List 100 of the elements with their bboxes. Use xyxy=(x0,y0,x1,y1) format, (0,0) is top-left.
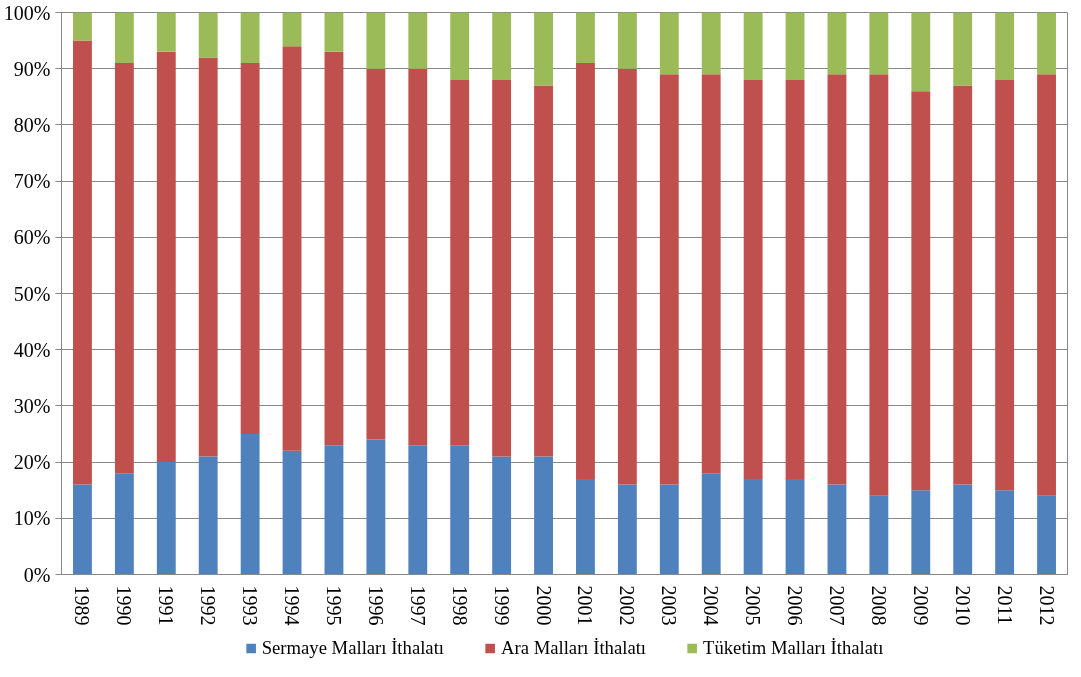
bar xyxy=(701,74,721,474)
bar xyxy=(156,462,176,575)
bar xyxy=(785,12,805,80)
bar xyxy=(450,445,470,575)
legend-label: Sermaye Malları İthalatı xyxy=(261,637,445,659)
x-tick-label: 1997 xyxy=(406,585,429,626)
bar xyxy=(576,12,595,64)
bar xyxy=(617,68,637,485)
bar xyxy=(240,63,260,434)
bar xyxy=(240,12,260,64)
bar xyxy=(659,74,679,485)
x-tick-label: 2009 xyxy=(909,585,932,626)
bar xyxy=(73,484,92,575)
bar xyxy=(366,68,386,440)
y-tick-label: 50% xyxy=(13,282,51,305)
legend-label: Ara Malları İthalatı xyxy=(501,637,647,659)
bar xyxy=(1037,495,1056,575)
x-tick-label: 1999 xyxy=(490,585,513,626)
bar xyxy=(73,40,92,485)
bar xyxy=(785,79,805,479)
x-tick-label: 1994 xyxy=(281,585,304,626)
x-tick-label: 1991 xyxy=(155,585,178,626)
bar xyxy=(114,473,134,575)
x-tick-label: 2001 xyxy=(574,585,597,626)
bar xyxy=(743,79,763,479)
x-tick-label: 2003 xyxy=(658,585,681,626)
bar xyxy=(785,478,805,575)
y-tick-label: 10% xyxy=(13,507,51,530)
bar xyxy=(198,456,218,575)
x-tick-label: 2000 xyxy=(532,585,555,626)
x-tick-label: 2002 xyxy=(616,585,639,626)
bar xyxy=(198,12,218,58)
bar xyxy=(492,456,512,575)
bar xyxy=(911,12,931,92)
bar xyxy=(576,63,595,479)
legend-label: Tüketim Malları İthalatı xyxy=(703,637,884,659)
bar xyxy=(408,445,428,575)
bar xyxy=(827,484,847,575)
bar xyxy=(1037,74,1056,496)
bar xyxy=(324,51,344,446)
bar xyxy=(282,450,302,575)
bar xyxy=(995,79,1015,491)
bar xyxy=(827,74,847,485)
x-tick-label: 1993 xyxy=(239,585,262,626)
bar xyxy=(534,12,553,86)
x-tick-label: 1992 xyxy=(197,585,220,626)
x-tick-label: 1989 xyxy=(71,585,94,626)
bar xyxy=(869,495,889,575)
bar xyxy=(73,12,92,41)
bar xyxy=(366,439,386,575)
bar xyxy=(534,456,553,575)
bar xyxy=(324,12,344,52)
bar xyxy=(743,12,763,80)
x-tick-label: 2004 xyxy=(700,585,723,626)
x-tick-label: 2006 xyxy=(784,585,807,626)
bar xyxy=(408,68,428,446)
bar xyxy=(827,12,847,75)
x-tick-label: 1990 xyxy=(113,585,136,626)
y-tick-label: 30% xyxy=(13,394,51,417)
x-tick-label: 2011 xyxy=(993,585,1016,625)
x-tick-label: 2012 xyxy=(1035,585,1058,626)
bar xyxy=(869,74,889,496)
bar xyxy=(366,12,386,69)
bar xyxy=(156,12,176,52)
bar xyxy=(156,51,176,463)
bar xyxy=(450,79,470,446)
x-tick-label: 2008 xyxy=(867,585,890,626)
bar xyxy=(450,12,470,80)
bar xyxy=(953,484,973,575)
bar xyxy=(114,63,134,474)
bar xyxy=(1037,12,1056,75)
bar xyxy=(282,46,302,451)
x-tick-label: 2005 xyxy=(742,585,765,626)
bar xyxy=(701,473,721,575)
bar xyxy=(659,12,679,75)
x-tick-label: 1995 xyxy=(322,585,345,626)
y-tick-label: 60% xyxy=(13,226,51,249)
y-tick-label: 20% xyxy=(13,451,51,474)
x-tick-label: 1998 xyxy=(448,585,471,626)
bar xyxy=(995,490,1015,575)
y-tick-label: 40% xyxy=(13,338,51,361)
y-tick-label: 80% xyxy=(13,113,51,136)
y-tick-label: 100% xyxy=(3,1,51,24)
x-tick-label: 2010 xyxy=(951,585,974,626)
bar xyxy=(324,445,344,575)
bar xyxy=(995,12,1015,80)
y-tick-label: 70% xyxy=(13,170,51,193)
bar xyxy=(408,12,428,69)
bar xyxy=(743,478,763,575)
bar xyxy=(617,12,637,69)
bar xyxy=(492,79,512,457)
bar xyxy=(869,12,889,75)
y-tick-label: 0% xyxy=(23,563,51,586)
x-tick-label: 2007 xyxy=(825,585,848,626)
bar xyxy=(534,85,553,457)
bar xyxy=(911,490,931,575)
bar xyxy=(114,12,134,64)
bar xyxy=(198,57,218,457)
bar xyxy=(576,478,595,575)
bar xyxy=(911,91,931,491)
